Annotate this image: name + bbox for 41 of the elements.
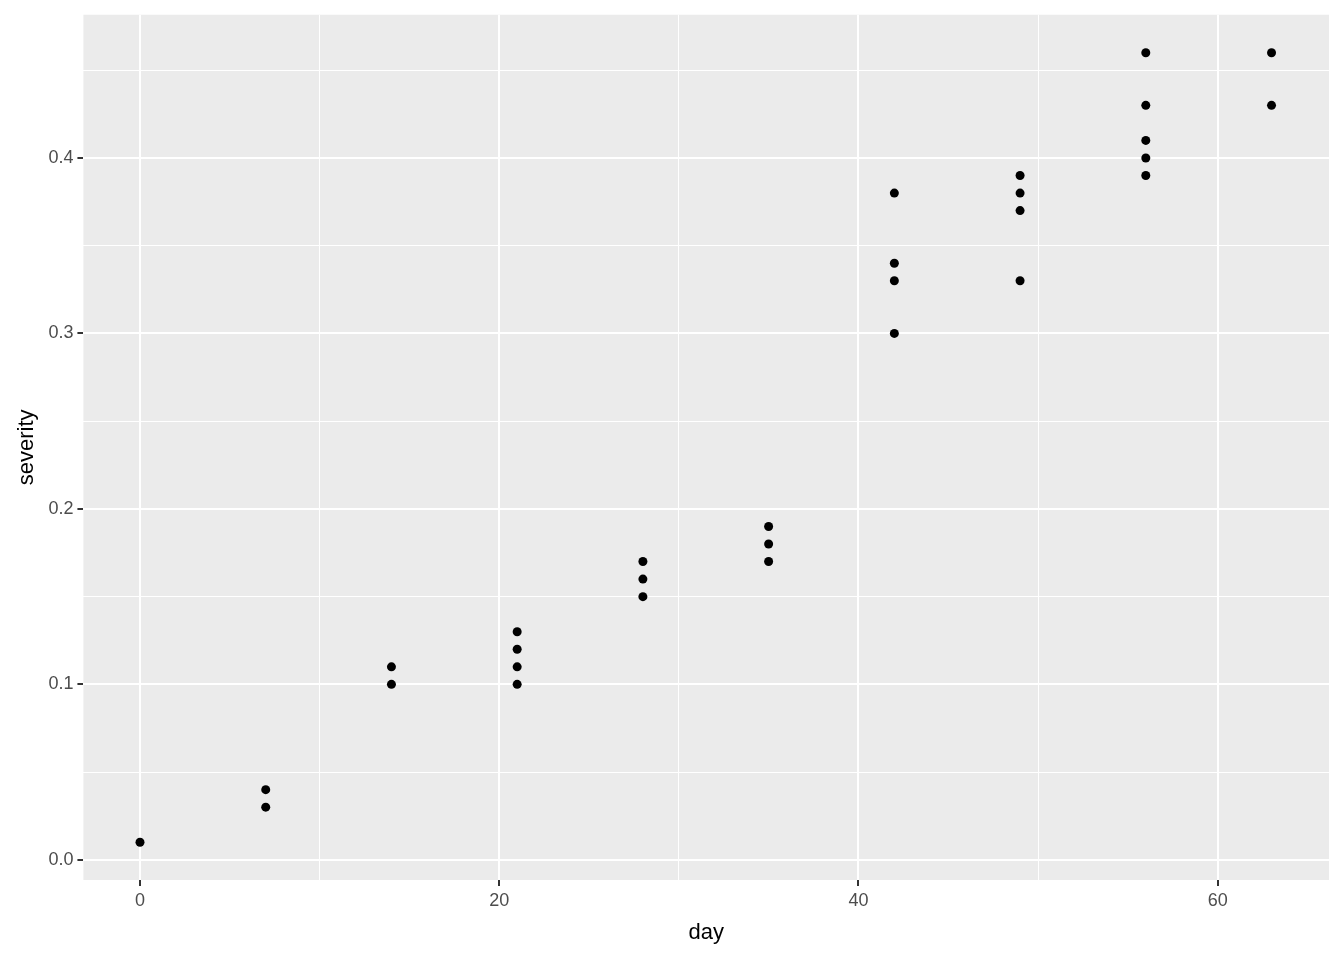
point: [1141, 100, 1151, 110]
point: [1141, 171, 1151, 181]
point: [764, 557, 774, 567]
point: [889, 258, 899, 268]
x-tick-label: 40: [848, 889, 869, 910]
point: [1267, 48, 1277, 58]
point: [512, 679, 522, 689]
y-tick-label: 0.2: [48, 497, 74, 518]
point: [1267, 100, 1277, 110]
point: [889, 328, 899, 338]
point: [764, 539, 774, 549]
point: [764, 521, 774, 531]
y-tick-label: 0.1: [48, 673, 74, 694]
point: [261, 785, 271, 795]
point: [638, 574, 648, 584]
y-tick-label: 0.0: [48, 848, 74, 869]
point: [1141, 135, 1151, 145]
point: [1015, 188, 1025, 198]
y-tick-label: 0.4: [48, 146, 74, 167]
x-tick-label: 0: [134, 889, 146, 910]
point: [512, 627, 522, 637]
x-tick-label: 60: [1207, 889, 1228, 910]
point: [1141, 48, 1151, 58]
point: [512, 644, 522, 654]
point: [512, 662, 522, 672]
point: [638, 592, 648, 602]
point: [638, 557, 648, 567]
point: [1141, 153, 1151, 163]
point: [135, 837, 145, 847]
x-axis-title: day: [688, 918, 724, 944]
point: [1015, 171, 1025, 181]
point: [261, 802, 271, 812]
point: [386, 679, 396, 689]
y-tick-label: 0.3: [48, 322, 74, 343]
point: [1015, 276, 1025, 286]
x-tick-label: 20: [489, 889, 510, 910]
point: [1015, 206, 1025, 216]
y-axis-title: severity: [13, 409, 39, 486]
point: [889, 188, 899, 198]
point: [386, 662, 396, 672]
point: [889, 276, 899, 286]
